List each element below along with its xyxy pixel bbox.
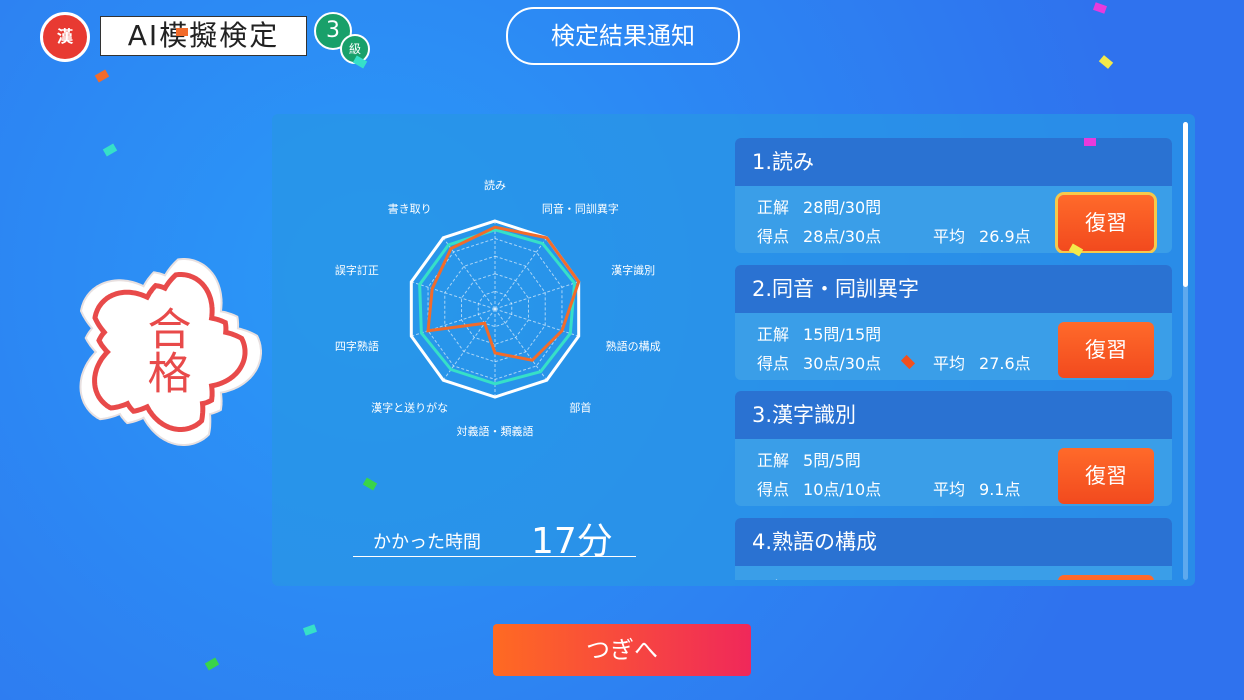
average: 26.9点: [979, 227, 1031, 246]
radar-axis-label: 漢字識別: [611, 263, 655, 277]
stamp-outline: [79, 258, 262, 446]
label: 平均: [933, 353, 966, 373]
radar-axis-label: 同音・同訓異字: [542, 201, 619, 215]
section-card: 2.同音・同訓異字正解 15問/15問 得点 30点/30点 平均 27.6点 復習: [735, 264, 1172, 380]
radar-spoke: [494, 281, 579, 310]
label: 平均: [933, 227, 966, 246]
label: 正解: [757, 198, 790, 217]
stamp-text: 合格: [140, 306, 191, 394]
score: 10点/10点: [803, 480, 882, 499]
correct: 28問/30問: [803, 198, 882, 217]
correct: 15問/15問: [803, 324, 882, 344]
label: 平均: [933, 480, 966, 499]
logo: 漢: [40, 12, 90, 62]
radar-spoke: [494, 237, 548, 310]
section-card: 4.熟語の構成正解 8問/10問: [735, 517, 1172, 581]
radar-axis-label: 熟語の構成: [606, 339, 661, 353]
review-button[interactable]: 復習: [1058, 448, 1154, 504]
radar-ring: [477, 290, 513, 328]
row: 正解 15問/15問: [757, 321, 881, 345]
row: 正解 5問/5問: [757, 447, 861, 471]
section-title: 3.漢字識別: [735, 391, 1172, 439]
label: 得点: [757, 480, 790, 499]
app-title: AI模擬検定: [100, 16, 307, 56]
radar-axis-label: 部首: [569, 401, 591, 415]
label: 得点: [757, 227, 790, 246]
notice-title: 検定結果通知: [506, 7, 740, 65]
confetti: [1092, 2, 1108, 14]
radar-axis-label: 書き取り: [388, 201, 432, 215]
label: 正解: [757, 324, 790, 344]
section-card: 3.漢字識別正解 5問/5問 得点 10点/10点 平均 9.1点 復習: [735, 391, 1172, 506]
average: 9.1点: [979, 480, 1021, 499]
stamp-border: [92, 272, 248, 432]
confetti: [204, 657, 220, 671]
correct: 8問/10問: [803, 578, 871, 581]
label: 正解: [757, 451, 790, 470]
review-button[interactable]: 復習: [1058, 195, 1154, 251]
confetti: [302, 624, 318, 636]
confetti: [102, 143, 118, 157]
section-list: 1.読み 正解 28問/30問 得点 28点/30点 平均 26.9点 復習 2.同音・同訓異字…: [735, 138, 1175, 580]
radar-axis-label: 対義語・類義語: [457, 424, 534, 438]
radar-axis-label: 漢字と送りがな: [371, 401, 448, 415]
correct: 5問/5問: [803, 451, 861, 470]
confetti: [94, 69, 110, 83]
radar-spoke: [494, 308, 548, 381]
radar-series: [426, 225, 581, 362]
review-button[interactable]: 復習: [1058, 321, 1154, 378]
score: 30点/30点: [803, 353, 882, 373]
label: 得点: [757, 353, 790, 373]
next-button[interactable]: つぎへ: [493, 624, 751, 676]
section-title: 4.熟語の構成: [735, 517, 1172, 566]
review-button[interactable]: [1058, 574, 1154, 580]
label: 正解: [757, 578, 789, 581]
section-card: 1.読み正解 28問/30問 得点 28点/30点 平均 26.9点 復習: [735, 138, 1172, 253]
radar-axis-label: 誤字訂正: [335, 263, 379, 277]
confetti: [176, 28, 188, 36]
radar-axis-label: 四字熟語: [335, 339, 379, 353]
radar-series: [418, 228, 577, 386]
score: 28点/30点: [803, 227, 882, 246]
radar-ring: [444, 255, 546, 363]
average: 27.6点: [979, 353, 1031, 373]
radar-axis-label: 読み: [484, 178, 506, 192]
section-title: 1.読み: [735, 138, 1172, 186]
row: 得点 28点/30点 平均 26.9点: [757, 223, 1031, 247]
scrollbar: [1183, 122, 1188, 580]
confetti: [1084, 138, 1096, 146]
time-label: かかった時間: [373, 532, 481, 553]
row: 正解 8問/10問: [757, 574, 871, 581]
scroll-thumb[interactable]: [1183, 122, 1188, 287]
time-value: 17分: [531, 521, 613, 562]
row: 得点 30点/30点 平均 27.6点: [757, 350, 1031, 374]
radar-ring: [461, 273, 529, 345]
grade: 3: [314, 12, 352, 50]
row: 正解 28問/30問: [757, 194, 881, 218]
radar-spoke: [411, 281, 496, 310]
row: 得点 10点/10点 平均 9.1点: [757, 476, 1020, 500]
time-box: かかった時間 17分: [353, 512, 636, 562]
confetti: [1098, 55, 1114, 69]
stamp: 合格: [79, 258, 262, 446]
section-title: 2.同音・同訓異字: [735, 264, 1172, 313]
